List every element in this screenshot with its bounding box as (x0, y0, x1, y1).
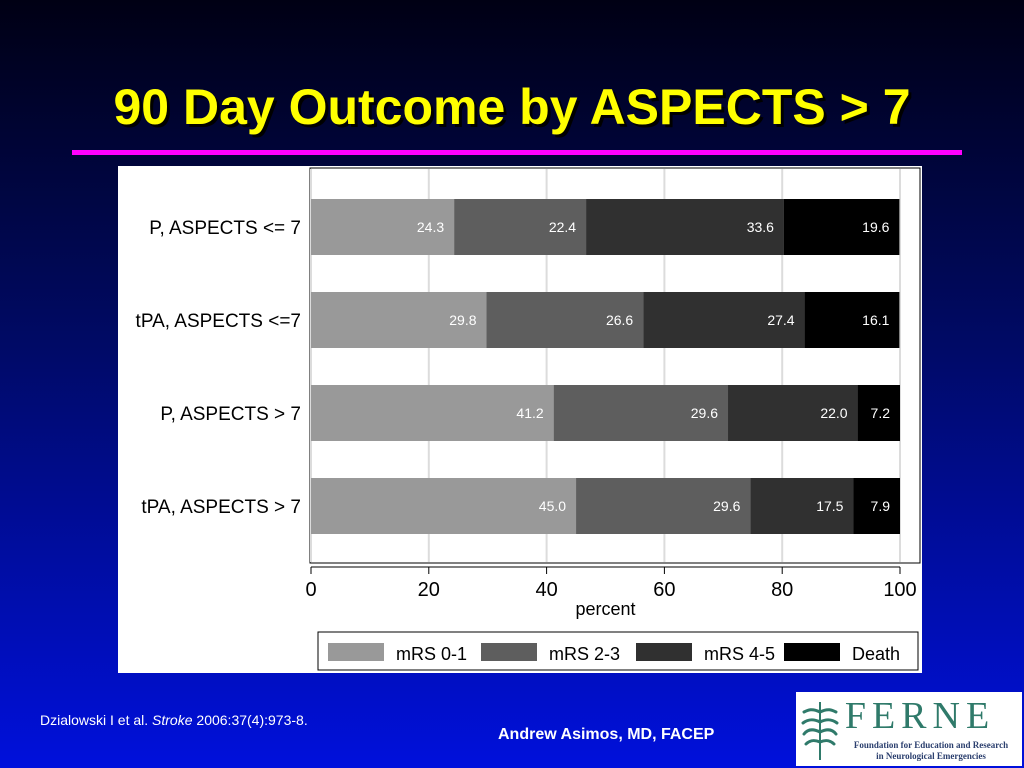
logo-tagline-line-2: in Neurological Emergencies (876, 751, 986, 761)
bar-segment-2-1 (311, 292, 487, 348)
x-tick-label-100: 100 (883, 579, 916, 601)
bar-segment-4-2 (576, 478, 751, 534)
category-label-4: tPA, ASPECTS > 7 (141, 497, 301, 518)
legend-swatch-4 (784, 643, 840, 661)
bar-value-label-1-4: 19.6 (862, 219, 889, 235)
bar-value-label-2-2: 26.6 (606, 312, 633, 328)
legend-label-4: Death (852, 644, 900, 664)
x-axis-title: percent (575, 599, 635, 619)
bar-segment-3-3 (728, 385, 858, 441)
x-tick-label-40: 40 (535, 579, 557, 601)
bar-segment-1-1 (311, 199, 455, 255)
bar-segment-1-4 (783, 199, 900, 255)
bar-segment-4-3 (750, 478, 854, 534)
fern-leaf-icon (801, 702, 839, 760)
stacked-bar-chart: 24.3 22.4 33.6 19.6 P, ASPECTS <= 7 29.8 26.6 2… (136, 167, 921, 671)
chart-panel: 24.3 22.4 33.6 19.6 P, ASPECTS <= 7 29.8 26.6 2… (118, 166, 922, 673)
citation: Dzialowski I et al. Stroke 2006:37(4):97… (40, 712, 308, 728)
bar-segment-3-1 (311, 385, 554, 441)
bar-value-label-4-4: 7.9 (871, 498, 891, 514)
bar-value-label-2-4: 16.1 (862, 312, 889, 328)
citation-authors: Dzialowski I et al. (40, 712, 153, 728)
category-label-1: P, ASPECTS <= 7 (149, 218, 301, 239)
legend-swatch-3 (636, 643, 692, 661)
bar-value-label-4-3: 17.5 (816, 498, 843, 514)
bar-value-label-3-1: 41.2 (516, 405, 543, 421)
bar-value-label-1-2: 22.4 (549, 219, 576, 235)
title-underline (72, 150, 962, 155)
bar-segment-1-3 (586, 199, 784, 255)
citation-journal: Stroke (152, 712, 193, 728)
x-tick-label-80: 80 (771, 579, 793, 601)
bar-value-label-1-1: 24.3 (417, 219, 444, 235)
bar-value-label-2-3: 27.4 (767, 312, 794, 328)
bar-segment-3-2 (553, 385, 729, 441)
slide-title: 90 Day Outcome by ASPECTS > 7 (113, 79, 911, 135)
x-tick-label-20: 20 (418, 579, 440, 601)
x-tick-label-60: 60 (653, 579, 675, 601)
bar-segment-1-2 (454, 199, 587, 255)
bar-value-label-2-1: 29.8 (449, 312, 476, 328)
bar-value-label-3-2: 29.6 (691, 405, 718, 421)
author-credit: Andrew Asimos, MD, FACEP (498, 726, 715, 743)
bar-segment-2-4 (804, 292, 900, 348)
bar-segment-2-3 (643, 292, 805, 348)
legend-swatch-2 (481, 643, 537, 661)
bar-segment-2-2 (486, 292, 644, 348)
bar-segment-3-4 (857, 385, 900, 441)
citation-details: 2006:37(4):973-8. (192, 712, 308, 728)
legend-label-1: mRS 0-1 (396, 644, 467, 664)
category-label-3: P, ASPECTS > 7 (160, 404, 301, 425)
bar-value-label-3-3: 22.0 (820, 405, 847, 421)
bar-value-label-1-3: 33.6 (747, 219, 774, 235)
bar-value-label-4-2: 29.6 (713, 498, 740, 514)
logo-tagline-line-1: Foundation for Education and Research (853, 740, 1009, 750)
bar-segment-4-4 (853, 478, 900, 534)
ferne-logo: FERNE Foundation for Education and Resea… (796, 692, 1022, 766)
logo-wordmark: FERNE (844, 695, 996, 737)
bar-value-label-4-1: 45.0 (539, 498, 566, 514)
bar-segment-4-1 (311, 478, 577, 534)
category-label-2: tPA, ASPECTS <=7 (136, 311, 301, 332)
bar-value-label-3-4: 7.2 (871, 405, 891, 421)
legend-label-3: mRS 4-5 (704, 644, 775, 664)
legend-label-2: mRS 2-3 (549, 644, 620, 664)
x-tick-label-0: 0 (305, 579, 316, 601)
legend-swatch-1 (328, 643, 384, 661)
